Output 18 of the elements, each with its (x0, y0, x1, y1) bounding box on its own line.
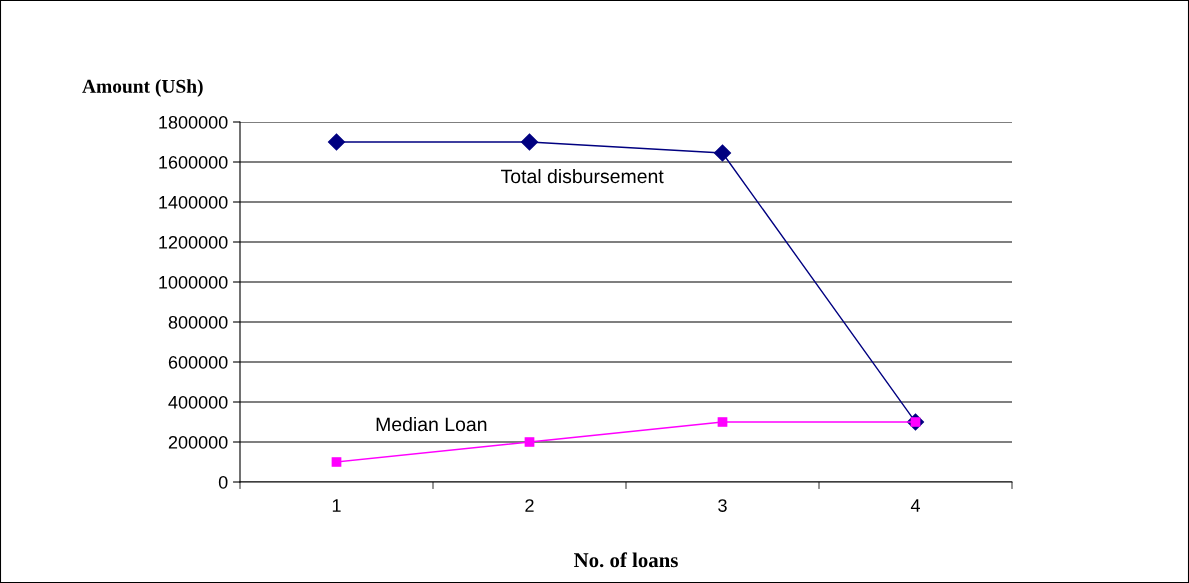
series-label: Total disbursement (500, 168, 664, 184)
x-tick-label: 3 (718, 499, 727, 512)
x-tick-label: 1 (332, 499, 341, 512)
x-tick-label: 2 (525, 499, 534, 512)
y-tick-label: 200000 (168, 435, 228, 449)
y-tick-label: 1400000 (159, 195, 228, 209)
y-tick-label: 1200000 (159, 235, 228, 249)
y-tick-label: 1000000 (159, 275, 228, 289)
y-tick-label: 600000 (168, 355, 228, 369)
y-tick-label: 1600000 (159, 155, 228, 169)
x-tick-label: 4 (910, 499, 920, 512)
y-tick-label: 800000 (168, 315, 228, 329)
y-tick-label: 1800000 (159, 115, 228, 129)
series-label: Median Loan (376, 416, 487, 432)
x-axis-title: No. of loans (574, 552, 678, 568)
y-tick-label: 400000 (168, 395, 228, 409)
y-axis-title: Amount (USh) (82, 79, 203, 97)
y-tick-label: 0 (218, 475, 228, 489)
